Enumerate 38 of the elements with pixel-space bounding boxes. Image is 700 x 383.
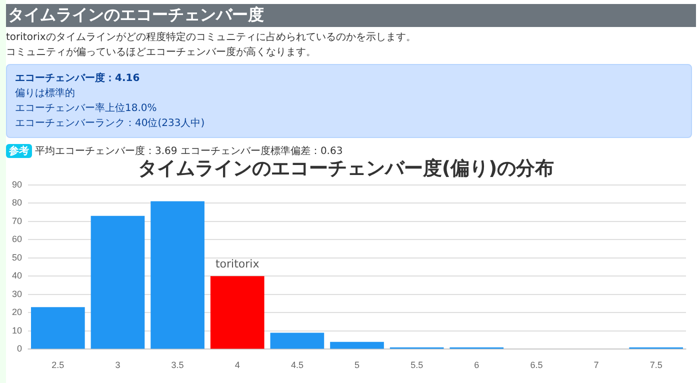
text: エコーチェンバー度：4.16 [15,71,141,86]
x-tick-label: 5.5 [410,360,424,370]
x-tick-label: 4 [234,360,240,370]
x-tick-label: 2.5 [52,360,64,370]
text: コミュニティが偏っているほどエコーチェンバー度が高くなります。 [6,46,317,60]
bar [150,201,204,349]
y-tick-label: 90 [12,179,22,190]
chart-title: タイムラインのエコーチェンバー度(偏り)の分布 [138,157,554,180]
x-tick-label: 6.5 [530,360,543,370]
text: エコーチェンバーランク：40位(233人中) [15,116,206,131]
annotation: toritorix [215,257,260,270]
y-tick-label: 30 [12,288,22,299]
text: エコーチェンバー率上位18.0% [15,102,158,116]
y-tick-label: 70 [12,216,22,226]
text: タイムラインのエコーチェンバー度 [6,4,696,27]
text: toritorixのタイムラインがどの程度特定のコミュニティに占められているのかを示します。 [6,30,417,45]
y-tick-label: 0 [16,344,22,354]
y-tick-label: 40 [12,270,22,281]
y-tick-label: 60 [12,234,22,244]
bar [270,332,324,349]
x-tick-label: 3 [115,360,120,370]
text: 偏りは標準的 [15,86,76,101]
y-tick-label: 50 [12,252,22,262]
x-tick-label: 7 [594,360,599,370]
bar [31,307,85,349]
x-tick-label: 7.5 [650,360,662,370]
y-tick-label: 20 [12,307,22,318]
x-tick-label: 5 [354,360,360,370]
x-tick-label: 3.5 [171,360,184,370]
y-tick-label: 80 [12,198,22,208]
text: 参考 [6,144,32,158]
text: 平均エコーチェンバー度：3.69 エコーチェンバー度標準偏差：0.63 [35,144,343,158]
y-tick-label: 10 [12,325,22,336]
bar [90,216,145,349]
x-tick-label: 4.5 [290,360,304,370]
bar [330,342,384,349]
x-tick-label: 6 [474,360,480,370]
bar [210,276,264,349]
